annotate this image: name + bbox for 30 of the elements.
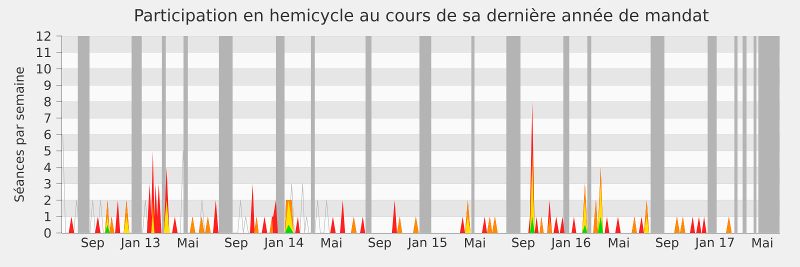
chart-title: Participation en hemicycle au cours de sa dernière année de mandat xyxy=(135,8,709,25)
y-tick-label: 1 xyxy=(44,212,50,222)
x-tick-label: Jan 15 xyxy=(407,238,446,250)
y-tick-label: 10 xyxy=(36,64,51,74)
y-tick-label: 6 xyxy=(44,130,51,140)
x-tick-label: Mai xyxy=(178,238,198,248)
x-tick-label: Sep xyxy=(512,238,534,250)
y-tick-label: 9 xyxy=(44,80,51,90)
y-tick-label: 5 xyxy=(44,146,51,156)
y-tick-label: 7 xyxy=(44,113,51,123)
x-tick-label: Mai xyxy=(465,238,485,248)
y-tick-label: 2 xyxy=(44,195,50,205)
x-tick-label: Jan 14 xyxy=(264,238,304,250)
x-tick-label: Sep xyxy=(656,238,678,250)
x-tick-label: Mai xyxy=(608,238,629,248)
y-tick-label: 8 xyxy=(44,96,51,106)
y-tick-label: 11 xyxy=(36,48,50,58)
x-tick-label: Sep xyxy=(225,238,248,250)
y-tick-label: 3 xyxy=(44,178,51,189)
y-tick-label: 4 xyxy=(44,162,51,172)
y-axis-title: Séances par semaine xyxy=(14,67,26,202)
y-tick-label: 0 xyxy=(44,228,51,238)
x-tick-label: Sep xyxy=(82,238,104,250)
y-tick-label: 12 xyxy=(36,31,50,41)
x-tick-label: Sep xyxy=(368,238,391,250)
x-tick-label: Mai xyxy=(752,238,772,248)
x-tick-label: Jan 13 xyxy=(120,238,160,250)
x-tick-label: Mai xyxy=(321,238,342,248)
x-tick-label: Jan 17 xyxy=(694,238,734,250)
x-tick-label: Jan 16 xyxy=(550,238,590,250)
